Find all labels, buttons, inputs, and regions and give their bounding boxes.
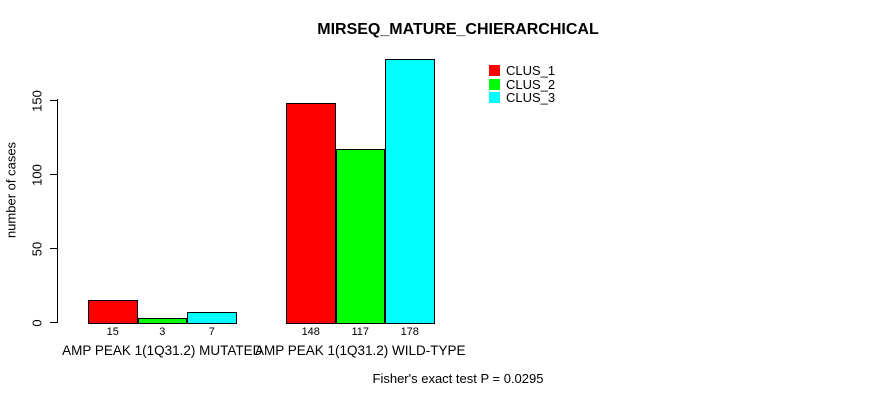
bar-value-label: 15 — [106, 326, 119, 338]
legend-label: CLUS_1 — [506, 63, 556, 79]
bar-clus_3-group1 — [187, 312, 237, 324]
y-tick-label: 50 — [29, 241, 44, 256]
bar-clus_2-group2 — [335, 149, 385, 324]
y-tick-label: 150 — [29, 89, 44, 112]
y-tick-mark — [50, 248, 57, 249]
bar-clus_2-group1 — [137, 318, 187, 324]
legend-swatch-icon — [489, 65, 500, 77]
y-axis-label: number of cases — [3, 141, 19, 239]
legend-row-clus_1: CLUS_1 — [489, 64, 555, 78]
group-label: AMP PEAK 1(1Q31.2) WILD-TYPE — [254, 343, 466, 358]
y-axis-line — [57, 99, 58, 323]
y-tick-mark — [50, 174, 57, 175]
y-tick-label: 100 — [29, 163, 44, 186]
bar-clus_3-group2 — [385, 59, 435, 324]
y-tick-label: 0 — [29, 318, 44, 327]
chart-title: MIRSEQ_MATURE_CHIERARCHICAL — [317, 21, 599, 38]
bar-value-label: 148 — [301, 326, 320, 338]
bar-value-label: 3 — [159, 326, 166, 338]
bar-value-label: 117 — [351, 326, 370, 338]
y-tick-mark — [50, 322, 57, 323]
legend-row-clus_3: CLUS_3 — [489, 91, 555, 105]
group-label: AMP PEAK 1(1Q31.2) MUTATED — [62, 343, 263, 358]
legend-label: CLUS_3 — [506, 90, 556, 106]
bar-value-label: 7 — [208, 326, 215, 338]
bar-value-label: 178 — [400, 326, 419, 338]
legend-row-clus_2: CLUS_2 — [489, 78, 555, 92]
legend-label: CLUS_2 — [506, 76, 556, 92]
y-tick-mark — [50, 100, 57, 101]
bar-clus_1-group2 — [286, 103, 336, 324]
footer-annotation: Fisher's exact test P = 0.0295 — [372, 371, 544, 386]
legend: CLUS_1 CLUS_2 CLUS_3 — [489, 64, 555, 105]
legend-swatch-icon — [489, 78, 500, 90]
legend-swatch-icon — [489, 92, 500, 104]
bar-clus_1-group1 — [88, 300, 138, 324]
